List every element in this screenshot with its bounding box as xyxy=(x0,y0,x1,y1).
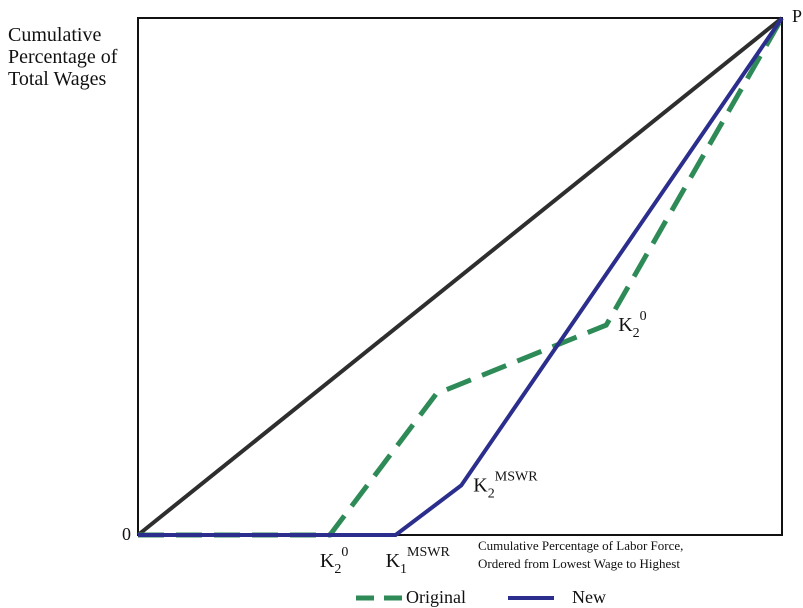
origin-label: 0 xyxy=(122,524,131,544)
annotation-label-3: K2MSWR xyxy=(473,469,538,501)
x-axis-label: Cumulative Percentage of Labor Force, Or… xyxy=(478,537,683,573)
series-layer xyxy=(136,16,785,538)
legend-label-original: Original xyxy=(406,587,466,607)
legend-label-new: New xyxy=(572,587,606,607)
annotation-label-1: K20 xyxy=(320,545,348,577)
x-axis-label-line-2: Ordered from Lowest Wage to Highest xyxy=(478,556,680,571)
annotation-layer: K20 K1MSWR K2MSWR K20 xyxy=(320,309,647,577)
series-line-new xyxy=(138,16,784,537)
plot-frame xyxy=(137,17,783,536)
equality-line xyxy=(136,16,784,537)
annotation-label-2: K1MSWR xyxy=(386,545,451,577)
y-axis-label-line-3: Total Wages xyxy=(8,68,107,90)
x-axis-label-line-1: Cumulative Percentage of Labor Force, xyxy=(478,538,684,553)
y-axis-label-line-2: Percentage of xyxy=(8,46,118,68)
annotation-label-4: K20 xyxy=(618,309,646,341)
y-axis-label-line-1: Cumulative xyxy=(8,24,102,46)
y-axis-label: Cumulative Percentage of Total Wages xyxy=(8,24,158,90)
top-corner-label: P xyxy=(792,6,803,26)
